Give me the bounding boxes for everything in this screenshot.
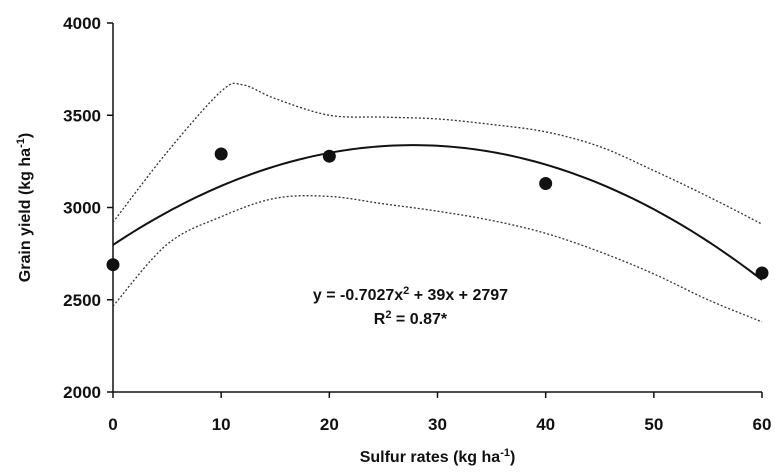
- x-tick-label: 30: [428, 415, 447, 434]
- y-tick-label: 3500: [63, 106, 101, 125]
- x-axis-title: Sulfur rates (kg ha-1): [360, 447, 516, 466]
- x-tick-label: 20: [320, 415, 339, 434]
- r-squared-label: R2 = 0.87*: [374, 309, 448, 328]
- y-axis-title: Grain yield (kg ha-1): [15, 133, 34, 282]
- data-point: [322, 149, 336, 163]
- x-tick-label: 60: [753, 415, 772, 434]
- upper-confidence-curve: [112, 82, 763, 225]
- x-tick-label: 10: [212, 415, 231, 434]
- data-points: [106, 147, 769, 280]
- x-axis: 0 10 20 30 40 50 60: [108, 391, 772, 434]
- data-point: [214, 147, 228, 161]
- regression-curve-group: [112, 144, 763, 281]
- regression-curve: [112, 144, 763, 281]
- x-tick-label: 0: [108, 415, 117, 434]
- data-point: [539, 177, 553, 191]
- x-tick-label: 50: [644, 415, 663, 434]
- confidence-band: [112, 82, 763, 323]
- x-tick-label: 40: [536, 415, 555, 434]
- y-tick-label: 3000: [63, 199, 101, 218]
- y-tick-label: 4000: [63, 14, 101, 33]
- lower-confidence-curve: [112, 195, 763, 323]
- y-tick-label: 2500: [63, 291, 101, 310]
- y-tick-label: 2000: [63, 383, 101, 402]
- regression-equation: y = -0.7027x2 + 39x + 2797: [313, 285, 508, 304]
- data-point: [106, 258, 120, 272]
- data-point: [755, 266, 769, 280]
- y-axis: 2000 2500 3000 3500 4000: [63, 14, 114, 402]
